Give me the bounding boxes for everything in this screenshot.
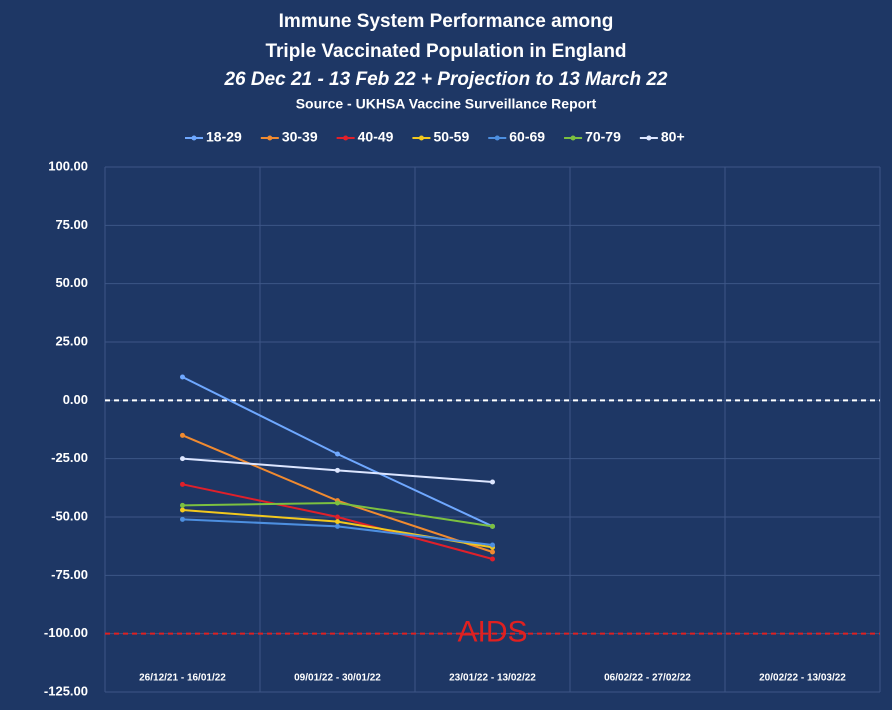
y-tick-label: -50.00 [51, 508, 88, 523]
point [180, 481, 185, 487]
point [490, 556, 495, 562]
legend-marker [570, 135, 576, 141]
x-tick-label: 26/12/21 - 16/01/22 [139, 673, 226, 684]
legend-marker [494, 135, 500, 141]
legend-label: 60-69 [509, 129, 545, 145]
point [335, 500, 340, 506]
chart-title: Triple Vaccinated Population in England [265, 41, 626, 62]
legend-label: 18-29 [206, 129, 242, 145]
x-tick-label: 23/01/22 - 13/02/22 [449, 673, 536, 684]
point [180, 456, 185, 462]
point [490, 479, 495, 485]
legend-marker [267, 135, 273, 141]
y-tick-label: 100.00 [48, 158, 88, 173]
point [490, 523, 495, 529]
x-tick-label: 09/01/22 - 30/01/22 [294, 673, 381, 684]
point [335, 514, 340, 520]
y-tick-label: -75.00 [51, 567, 88, 582]
legend-label: 50-59 [433, 129, 469, 145]
legend-label: 30-39 [282, 129, 318, 145]
point [180, 507, 185, 513]
legend-label: 70-79 [585, 129, 621, 145]
legend-marker [343, 135, 349, 141]
legend-label: 80+ [661, 129, 685, 145]
y-tick-label: -125.00 [44, 683, 88, 698]
point [490, 549, 495, 555]
y-tick-label: 50.00 [55, 275, 88, 290]
point [335, 519, 340, 525]
point [490, 542, 495, 548]
legend-marker [418, 135, 424, 141]
y-tick-label: -100.00 [44, 625, 88, 640]
point [335, 451, 340, 457]
reference-label: AIDS [457, 616, 527, 649]
point [335, 523, 340, 529]
x-tick-label: 20/02/22 - 13/03/22 [759, 673, 846, 684]
y-tick-label: 75.00 [55, 217, 88, 232]
source-note: Source - UKHSA Vaccine Surveillance Repo… [296, 96, 597, 112]
y-tick-label: 25.00 [55, 333, 88, 348]
x-tick-label: 06/02/22 - 27/02/22 [604, 673, 691, 684]
point [180, 516, 185, 522]
chart-subtitle: 26 Dec 21 - 13 Feb 22 + Projection to 13… [223, 69, 667, 90]
legend-marker [191, 135, 197, 141]
chart-title: Immune System Performance among [279, 11, 614, 32]
y-tick-label: -25.00 [51, 450, 88, 465]
point [180, 502, 185, 508]
y-tick-label: 0.00 [63, 392, 88, 407]
legend-label: 40-49 [358, 129, 394, 145]
point [335, 467, 340, 473]
point [180, 432, 185, 438]
point [180, 374, 185, 380]
legend-marker [646, 135, 652, 141]
